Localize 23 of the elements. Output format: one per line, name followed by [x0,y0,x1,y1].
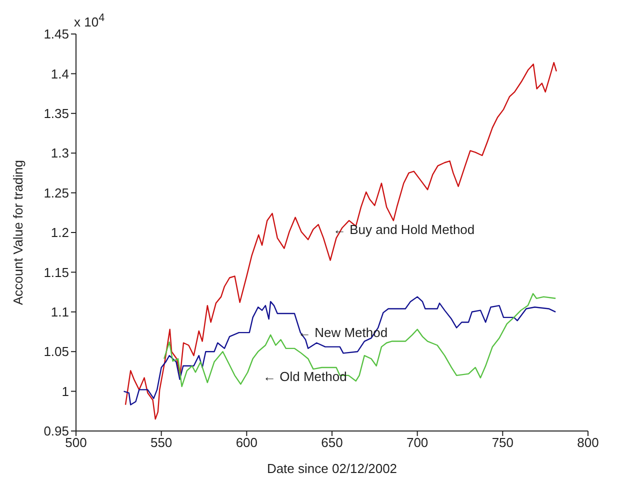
x-axis-title: Date since 02/12/2002 [266,461,398,476]
x-tick-label: 650 [321,435,343,450]
y-tick-label: 1.05 [44,344,69,360]
x-tick-label: 700 [406,435,428,450]
x-tick-label: 750 [492,435,514,450]
y-tick-label: 1.25 [44,185,69,200]
line-series [123,296,556,406]
y-tick-label: 1 [62,384,69,399]
x-tick-label: 600 [236,435,258,450]
y-tick-label: 1.3 [50,146,69,161]
y-tick-label: 1.1 [50,304,69,320]
line-series [124,62,558,420]
y-tick-label: 1.15 [44,264,69,280]
annotation: ← Old Method [263,369,347,385]
text: x 10$^{4}$ [74,11,105,30]
y-axis-title: Account Value for trading [10,160,26,306]
x-tick-label: 550 [150,435,172,450]
line-series [163,293,556,388]
y-tick-label: 1.45 [44,26,69,42]
y-tick-label: 1.35 [44,106,69,122]
y-tick-label: 1.2 [50,225,69,240]
x-tick-label: 800 [577,435,599,450]
y-tick-label: 1.4 [50,66,69,82]
